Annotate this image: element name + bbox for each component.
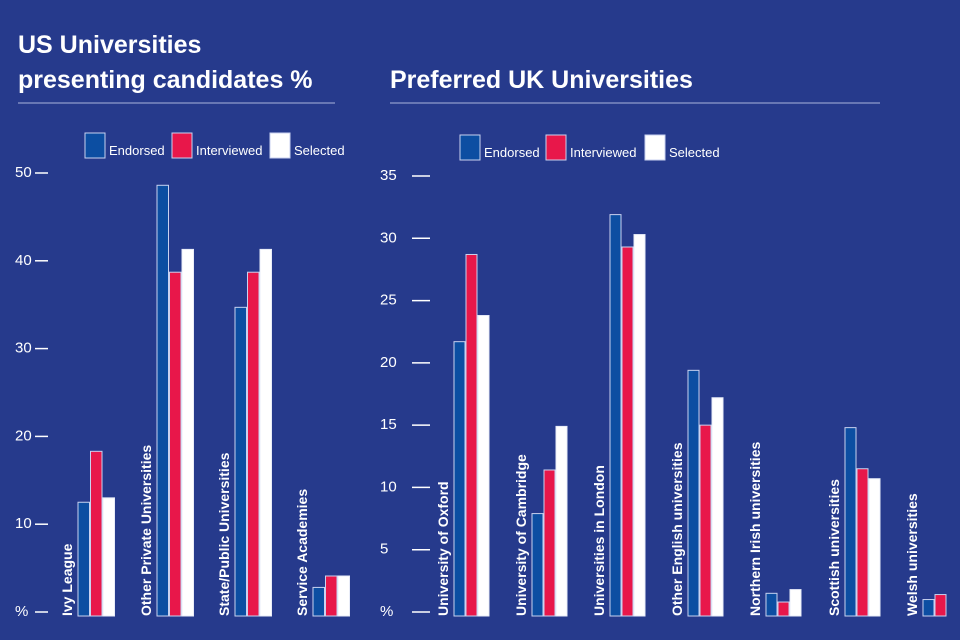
legend-swatch — [171, 132, 193, 159]
bar-endorsed — [156, 184, 169, 617]
bar-endorsed — [531, 513, 544, 617]
bar-endorsed — [312, 586, 325, 617]
y-tick-label: % — [15, 603, 28, 620]
category-label: University of Cambridge — [513, 454, 529, 616]
chart-title: presenting candidates % — [18, 66, 313, 94]
legend-swatch — [269, 132, 291, 159]
bar-endorsed — [453, 341, 466, 617]
y-tick-label: 50 — [15, 164, 32, 181]
bar-interviewed — [465, 253, 478, 617]
y-tick-label: 30 — [15, 340, 32, 357]
bar-endorsed — [844, 427, 857, 617]
category-label: University of Oxford — [435, 481, 451, 616]
bar-interviewed — [169, 271, 182, 617]
legend-swatch — [644, 134, 666, 161]
y-tick-label: 15 — [380, 416, 397, 433]
bar-endorsed — [687, 369, 700, 617]
bar-selected — [868, 478, 881, 617]
bar-selected — [102, 497, 115, 617]
category-label: State/Public Universities — [216, 452, 232, 616]
bar-selected — [181, 248, 194, 617]
bar-endorsed — [765, 592, 778, 617]
legend-swatch — [545, 134, 567, 161]
category-label: Ivy League — [59, 543, 75, 616]
bar-interviewed — [247, 271, 260, 617]
bar-selected — [633, 234, 646, 617]
category-label: Northern Irish universities — [747, 442, 763, 616]
bar-selected — [259, 248, 272, 617]
bar-endorsed — [609, 214, 622, 617]
y-tick-label: 10 — [380, 478, 397, 495]
y-tick-label: 20 — [380, 354, 397, 371]
bar-interviewed — [90, 450, 103, 617]
legend-label: Selected — [669, 145, 720, 160]
bar-selected — [555, 425, 568, 617]
legend-swatch — [84, 132, 106, 159]
category-label: Service Academies — [294, 489, 310, 616]
category-label: Other English universities — [669, 442, 685, 616]
bar-interviewed — [621, 246, 634, 617]
y-tick-label: 10 — [15, 515, 32, 532]
bar-interviewed — [856, 468, 869, 617]
bar-interviewed — [777, 601, 790, 617]
category-label: Other Private Universities — [138, 445, 154, 616]
y-tick-label: 5 — [380, 541, 388, 558]
bar-interviewed — [934, 594, 947, 617]
bar-selected — [789, 589, 802, 617]
bar-selected — [477, 315, 490, 617]
bar-interviewed — [325, 575, 338, 617]
bar-endorsed — [922, 599, 935, 617]
y-tick-label: % — [380, 603, 393, 620]
category-label: Universities in London — [591, 465, 607, 616]
bar-selected — [337, 575, 350, 617]
y-tick-label: 30 — [380, 229, 397, 246]
legend-swatch — [459, 134, 481, 161]
bar-interviewed — [543, 469, 556, 617]
bar-endorsed — [234, 306, 247, 617]
legend-label: Endorsed — [109, 143, 165, 158]
legend-label: Selected — [294, 143, 345, 158]
y-tick-label: 25 — [380, 292, 397, 309]
legend-label: Interviewed — [570, 145, 636, 160]
bar-endorsed — [77, 501, 90, 617]
y-tick-label: 40 — [15, 252, 32, 269]
y-tick-label: 35 — [380, 167, 397, 184]
bar-selected — [711, 397, 724, 617]
chart-title: Preferred UK Universities — [390, 66, 693, 94]
legend-label: Endorsed — [484, 145, 540, 160]
category-label: Scottish universities — [826, 479, 842, 616]
category-label: Welsh universities — [904, 493, 920, 616]
chart-title: US Universities — [18, 31, 201, 59]
legend-label: Interviewed — [196, 143, 262, 158]
y-tick-label: 20 — [15, 427, 32, 444]
bar-interviewed — [699, 424, 712, 617]
